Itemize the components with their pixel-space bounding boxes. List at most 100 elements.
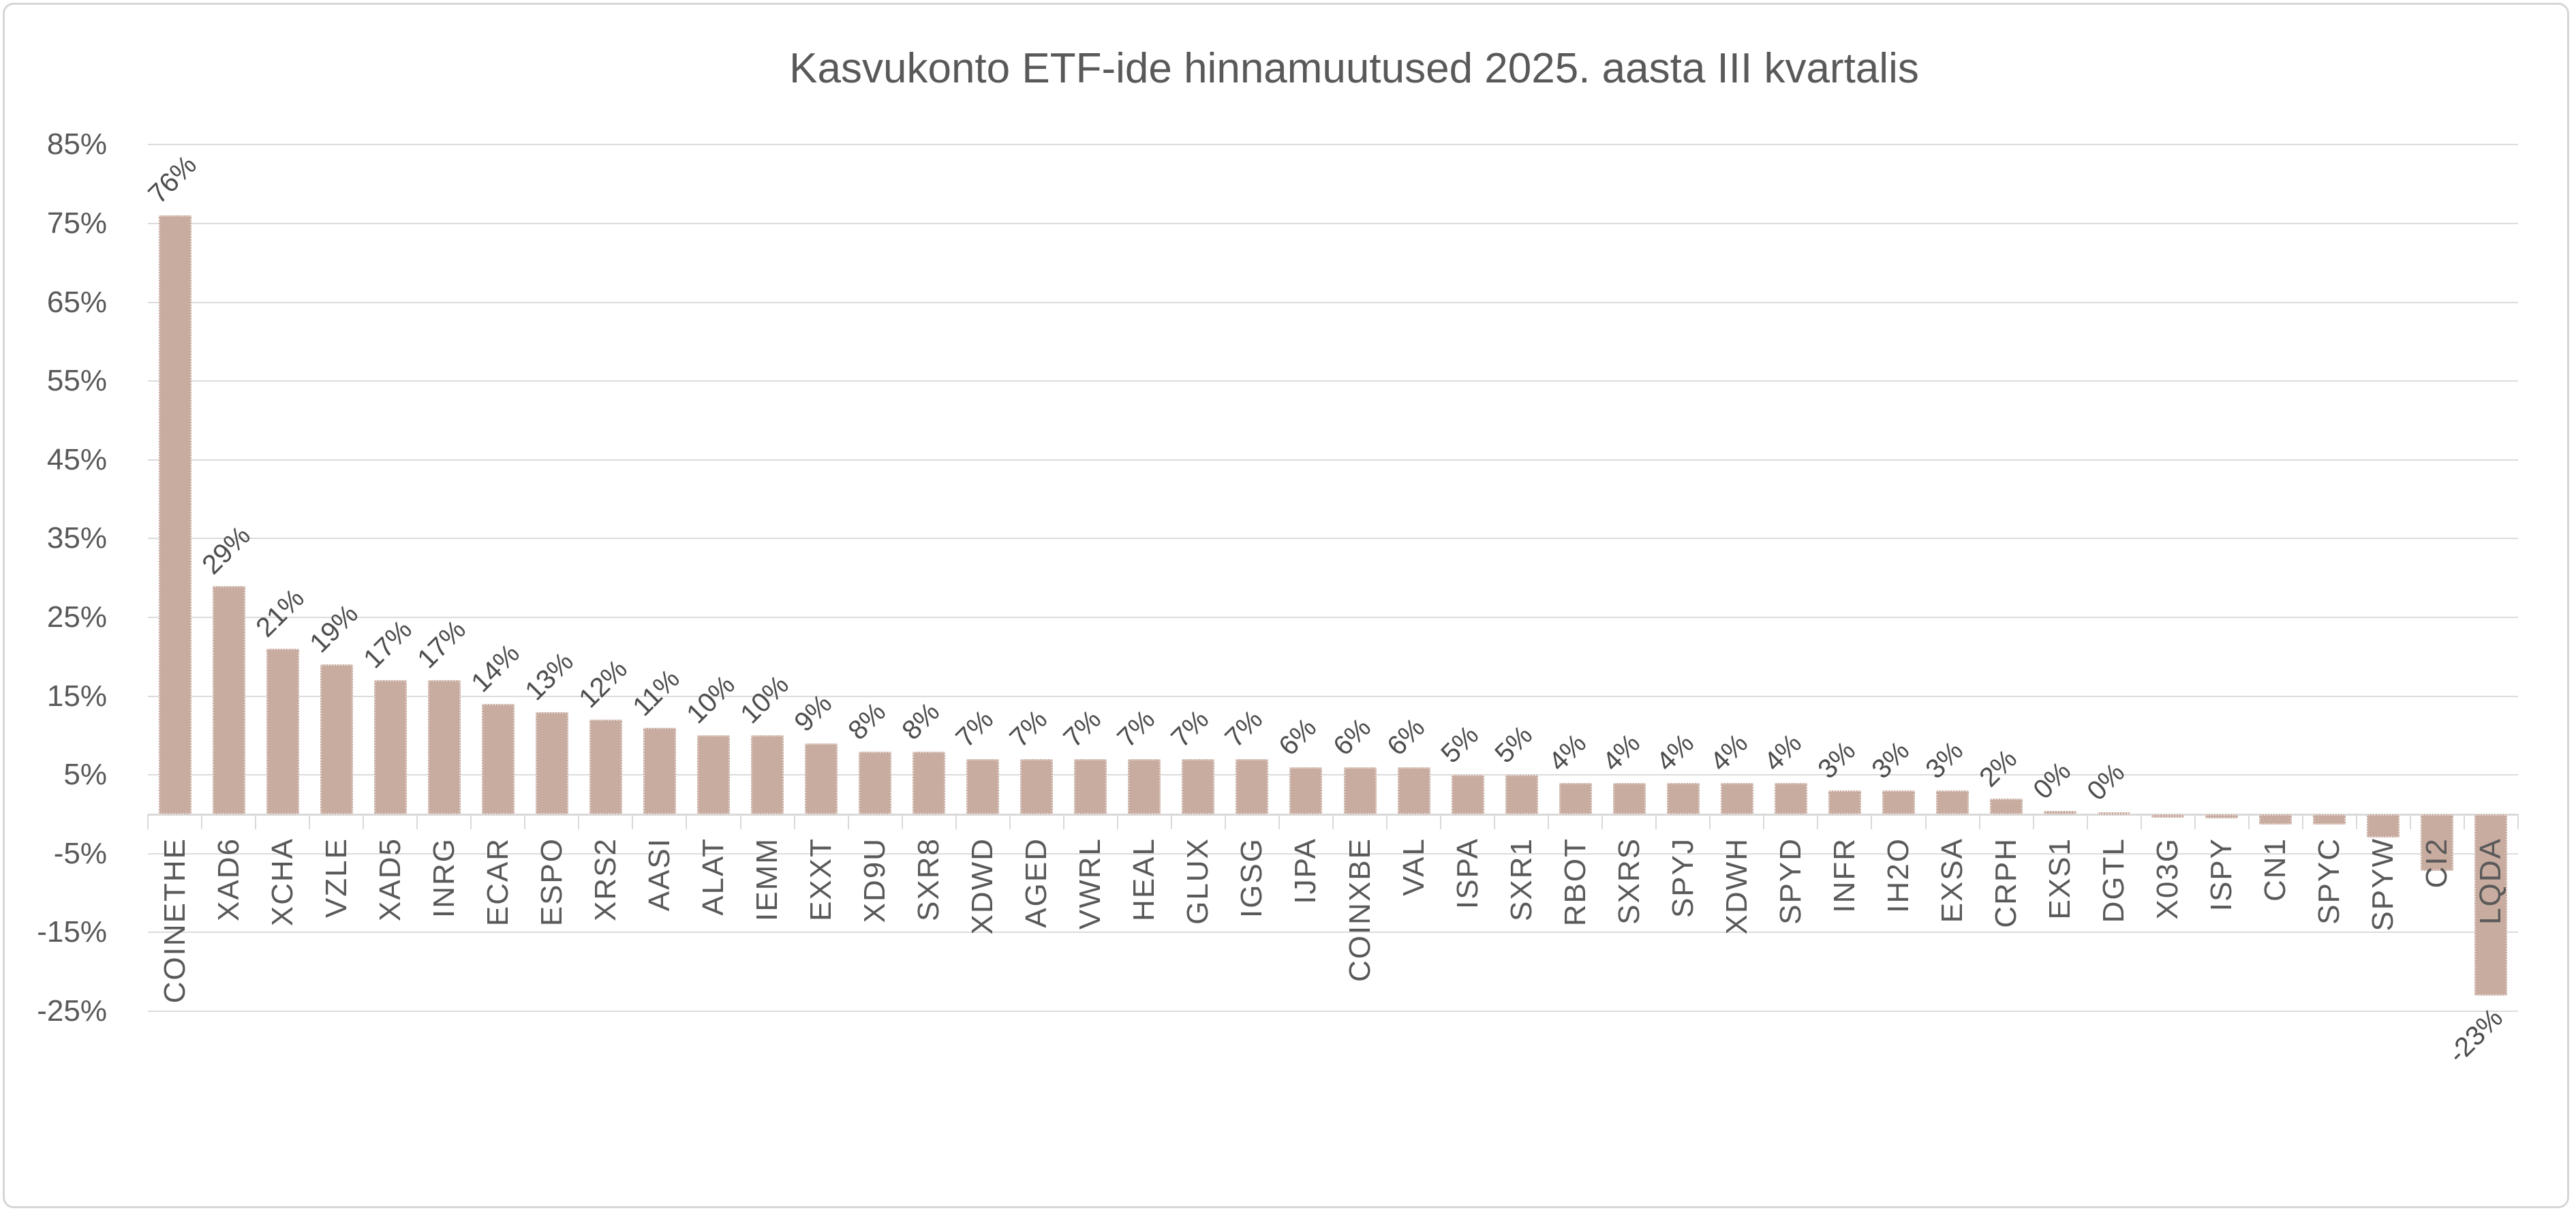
category-label: SXRS [1612, 837, 1646, 925]
chart-container: Kasvukonto ETF-ide hinnamuutused 2025. a… [3, 3, 2569, 1208]
category-label: XRS2 [588, 837, 622, 921]
bar-value-label: 19% [303, 599, 364, 659]
category-label: COINETHE [157, 837, 191, 1004]
bar [1289, 767, 1323, 814]
bar [373, 680, 407, 814]
category-label: EXS1 [2043, 837, 2077, 920]
category-label: XAD6 [211, 837, 245, 921]
category-label: AGED [1019, 837, 1054, 928]
category-label: SPYJ [1666, 837, 1700, 919]
x-axis-tick [1062, 814, 1064, 829]
bar [859, 751, 892, 814]
bar-value-label: 4% [1543, 728, 1592, 778]
x-axis-tick [1655, 814, 1657, 829]
x-axis-tick [2032, 814, 2034, 829]
x-axis-tick [2140, 814, 2142, 829]
x-axis-tick [1332, 814, 1334, 829]
bar [2367, 814, 2400, 837]
category-label: VWRL [1073, 837, 1107, 930]
bar-value-label: 0% [2027, 756, 2077, 805]
bar-value-label: 7% [1111, 704, 1161, 754]
bar-value-label: 14% [465, 638, 525, 698]
x-axis-tick [2409, 814, 2411, 829]
x-axis-tick [1170, 814, 1172, 829]
bar-value-label: 4% [1597, 728, 1646, 778]
bar [2474, 814, 2508, 996]
y-axis-tick-label: 15% [46, 679, 107, 713]
x-axis-tick [416, 814, 418, 829]
bar [1397, 767, 1430, 814]
bar-value-label: 7% [1004, 704, 1054, 754]
bar [913, 751, 946, 814]
y-axis-tick-label: 45% [46, 442, 107, 476]
x-axis-tick [1978, 814, 1980, 829]
x-axis-tick [1709, 814, 1711, 829]
x-axis-tick [847, 814, 849, 829]
category-label: X03G [2151, 837, 2185, 920]
bar [427, 680, 461, 814]
category-label: CI2 [2420, 837, 2454, 889]
bar-value-label: 6% [1273, 712, 1323, 762]
x-axis-tick [955, 814, 957, 829]
bar [1182, 759, 1215, 814]
x-axis-tick [901, 814, 903, 829]
bar-value-label: 11% [627, 663, 686, 722]
category-label: XDWH [1719, 837, 1753, 935]
x-axis-tick [470, 814, 472, 829]
x-axis-tick [686, 814, 688, 829]
bar-value-label: 8% [842, 696, 892, 745]
bar-value-label: 7% [1058, 704, 1107, 754]
category-label: EXXT [804, 837, 838, 921]
x-axis-tick [309, 814, 311, 829]
bar [1936, 790, 1969, 814]
bar [158, 215, 191, 814]
bar-value-label: 17% [358, 615, 418, 675]
x-axis-tick [1817, 814, 1819, 829]
chart-title: Kasvukonto ETF-ide hinnamuutused 2025. a… [789, 45, 1919, 92]
category-label: ESPO [534, 837, 568, 927]
category-label: INFR [1827, 837, 1861, 913]
bar-value-label: 10% [681, 670, 741, 730]
gridline [148, 774, 2518, 776]
bar [1074, 759, 1107, 814]
gridline [148, 301, 2518, 303]
bar-value-label: 3% [1920, 735, 1969, 785]
bar [966, 759, 1000, 814]
bar [1774, 782, 1807, 814]
category-label: AASI [642, 837, 676, 912]
bar [1612, 782, 1646, 814]
bar-value-label: 21% [249, 583, 310, 643]
bar [1020, 759, 1054, 814]
category-label: ECAR [480, 837, 515, 927]
bar [1828, 790, 1861, 814]
category-label: HEAL [1127, 837, 1161, 921]
bar [1666, 782, 1700, 814]
category-label: CN1 [2258, 837, 2293, 902]
bar-value-label: 4% [1704, 728, 1754, 778]
bar [320, 664, 353, 814]
bar [1559, 782, 1592, 814]
gridline [148, 223, 2518, 224]
category-label: GLUX [1181, 837, 1215, 925]
gridline [148, 144, 2518, 146]
category-label: ALAT [696, 837, 730, 916]
bar [212, 585, 245, 814]
bar [2313, 814, 2346, 825]
bar [1990, 798, 2023, 814]
bar [1720, 782, 1753, 814]
bar-value-label: 0% [2081, 756, 2131, 806]
bar-value-label: 17% [412, 615, 472, 675]
category-label: COINXBE [1343, 837, 1377, 983]
bar-value-label: -23% [2442, 1002, 2509, 1069]
category-label: IH2O [1881, 837, 1915, 913]
y-axis-tick-label: -5% [53, 836, 107, 870]
bar [2259, 814, 2293, 825]
x-axis-tick [1763, 814, 1765, 829]
bar [1882, 790, 1915, 814]
bar-value-label: 3% [1866, 735, 1916, 785]
x-axis-tick [2463, 814, 2465, 829]
y-axis-tick-label: 55% [46, 364, 107, 398]
category-label: SXR8 [912, 837, 946, 921]
x-axis-tick [201, 814, 203, 829]
bar [751, 735, 784, 814]
